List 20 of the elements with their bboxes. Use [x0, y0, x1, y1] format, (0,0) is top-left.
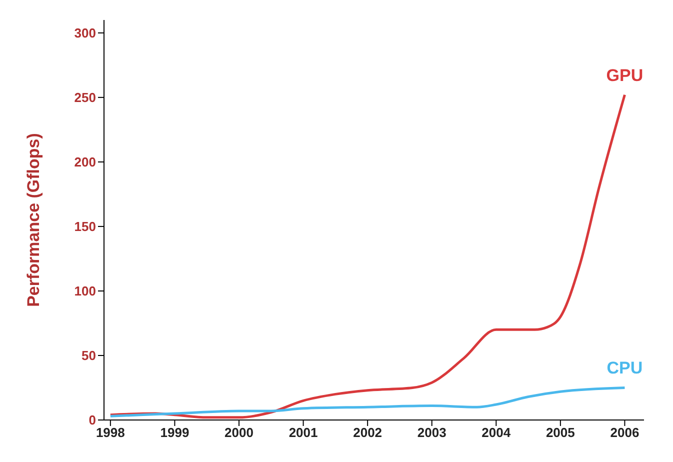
x-tick-label: 2002	[353, 425, 382, 440]
y-tick-label: 100	[74, 284, 96, 299]
x-tick-label: 2000	[224, 425, 254, 440]
series-label: CPU	[606, 358, 643, 378]
y-tick-label: 200	[74, 154, 96, 170]
x-tick-label: 1998	[96, 425, 125, 440]
y-tick-label: 250	[74, 90, 96, 106]
y-axis-title: Performance (Gflops)	[24, 133, 44, 307]
x-tick-label: 2001	[288, 425, 318, 440]
line-series	[109, 386, 626, 418]
y-tick-label: 150	[74, 219, 96, 234]
x-tick-label: 2003	[417, 425, 446, 440]
x-tick-label: 2004	[482, 425, 512, 440]
x-tick-label: 2005	[546, 425, 575, 440]
y-tick-label: 0	[88, 412, 96, 428]
series-label: GPU	[606, 66, 644, 85]
y-tick-label: 50	[82, 348, 96, 364]
x-tick-label: 2006	[610, 425, 640, 440]
x-tick-label: 1999	[160, 425, 190, 440]
y-tick-label: 300	[74, 26, 96, 41]
